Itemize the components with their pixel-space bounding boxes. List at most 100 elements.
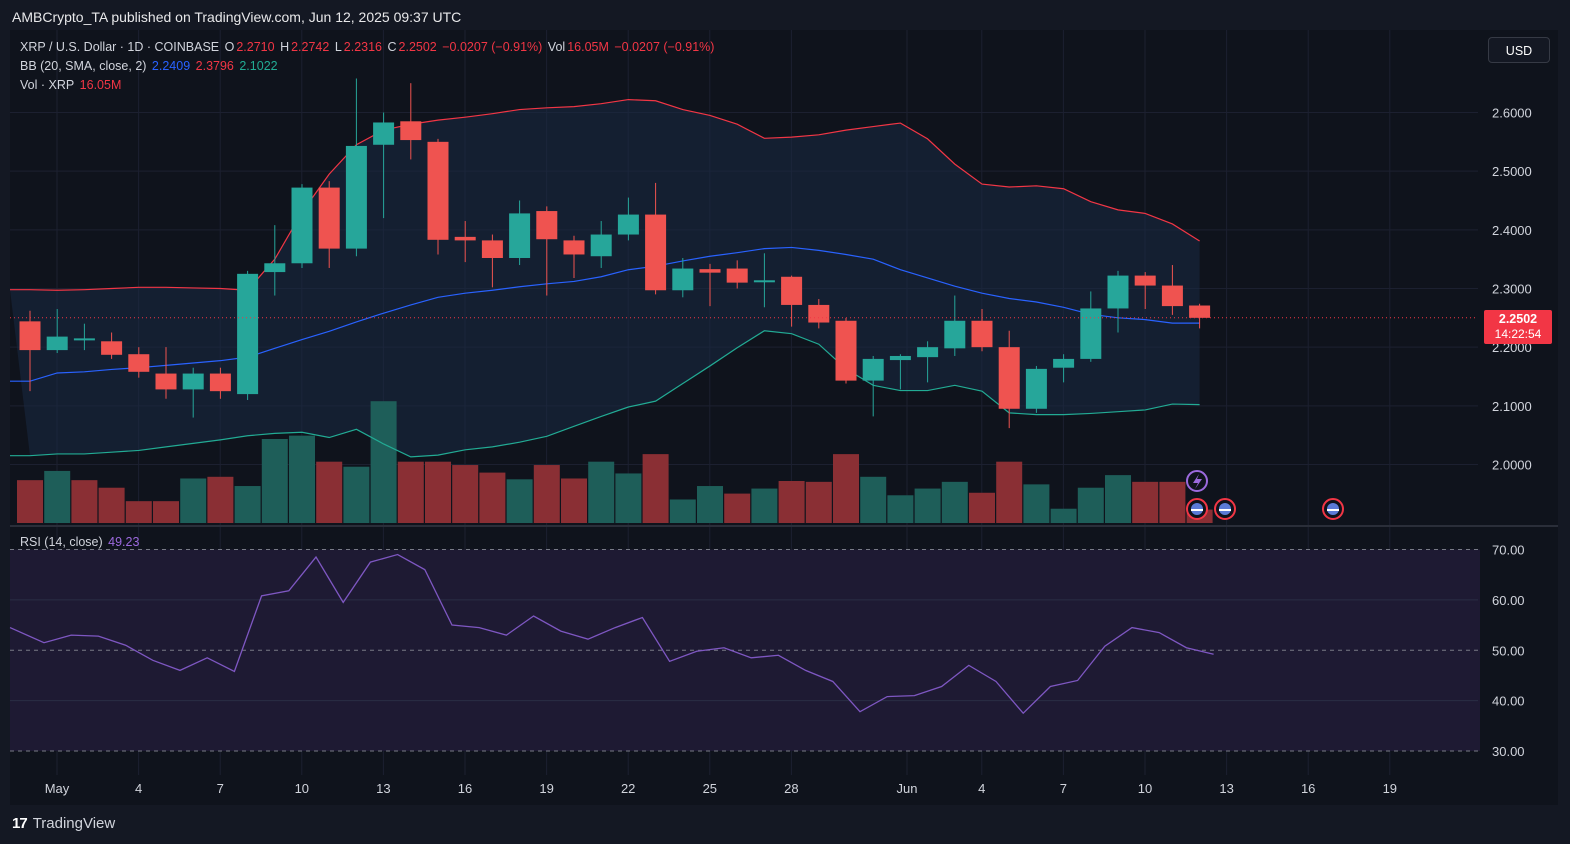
candle-body [1080,308,1102,359]
volume-bar [397,461,424,523]
volume-bar [180,478,207,523]
close-value: 2.2502 [398,40,437,54]
rsi-label[interactable]: RSI (14, close) [20,535,103,549]
lightning-event-icon [1193,474,1202,489]
publish-info: AMBCrypto_TA published on TradingView.co… [12,9,462,25]
candle-body [454,236,476,241]
high-value: 2.2742 [291,40,330,54]
volume-bar [669,499,696,523]
bb-upper-line [10,98,1200,291]
currency-button[interactable]: USD [1488,37,1550,63]
volume-bar [778,481,805,523]
candle-body [318,187,340,249]
bb-label[interactable]: BB (20, SMA, close, 2) [20,59,147,73]
bb-basis-value: 2.2409 [151,59,191,73]
volume-bar [1050,508,1077,523]
vol-label: Vol [547,40,566,54]
candle-body [182,373,204,390]
candle-body [46,336,68,351]
candle-body [291,187,313,264]
candle-body [645,214,667,291]
price-tick-label: 2.1000 [1492,399,1532,414]
volume-bar [370,401,397,523]
candle-body [590,234,612,257]
last-price: 2.2502 [1498,312,1538,326]
volume-bar [234,486,261,523]
candle-body [1134,275,1156,286]
candle-body [563,240,585,255]
volume-bar [479,472,506,523]
price-tick-label: 2.6000 [1492,106,1532,121]
bb-lower-value: 2.1022 [239,59,278,73]
candle-body [19,321,41,351]
candle-body [427,141,449,240]
main-legend: XRP / U.S. Dollar · 1D · COINBASE O 2.271… [20,40,716,54]
candle-body [373,122,395,145]
volume-bar [833,454,859,523]
brand-name: TradingView [32,815,116,832]
volume-bar [941,481,968,523]
time-tick-label: 13 [1219,781,1233,796]
candle-body [835,320,857,381]
high-label: H [280,40,290,54]
candle-body [699,269,721,273]
volume-bar [98,487,125,523]
volume-bar [751,488,778,523]
candle-body [998,347,1020,409]
symbol-label[interactable]: XRP / U.S. Dollar · 1D · COINBASE [20,40,220,54]
volume-label[interactable]: Vol · XRP [20,78,75,92]
candle-body [781,276,803,305]
candle-body [73,338,95,341]
time-tick-label: 10 [1138,781,1152,796]
volume-bar [615,473,642,523]
time-tick-label: 22 [621,781,635,796]
tradingview-logo-icon: 17 [12,815,28,832]
close-label: C [387,40,397,54]
candle-body [672,268,694,291]
volume-bar [724,493,751,523]
volume-bar [887,495,914,523]
price-tick-label: 2.3000 [1492,282,1532,297]
candle-body [128,354,150,372]
volume-bar [697,486,723,523]
rsi-tick-label: 60.00 [1492,593,1525,608]
volume-bar [860,476,887,523]
time-tick-label: 25 [703,781,717,796]
candle-body [917,347,939,358]
volume-value: 16.05M [79,78,122,92]
rsi-line [9,553,1214,715]
last-price-tag: 2.2502 14:22:54 [1484,310,1552,344]
candle-body [971,320,993,348]
tradingview-brand[interactable]: 17 TradingView [12,815,115,832]
candle-body [862,358,884,381]
time-tick-label: Jun [897,781,918,796]
time-tick-label: May [45,781,70,796]
time-tick-label: 13 [376,781,390,796]
low-value: 2.2316 [343,40,382,54]
rsi-axis: 70.00 60.00 50.00 40.00 30.00 [1492,543,1525,760]
candle-body [944,320,966,349]
volume-bar [1159,481,1186,523]
time-axis: May 4 7 10 13 16 19 22 25 28 Jun 4 7 10 13 16 19 [45,781,1397,796]
bb-basis-line [10,246,1200,382]
change-value: −0.0207 (−0.91%) [442,40,543,54]
volume-bar [1023,484,1050,523]
volume-bar [153,501,179,523]
time-tick-label: 19 [539,781,553,796]
low-label: L [334,40,342,54]
volume-bar [996,461,1023,523]
candle-body [1053,358,1075,368]
candle-body [808,304,830,323]
candle-body [1161,285,1183,307]
rsi-tick-label: 30.00 [1492,744,1525,759]
candle-body [1107,275,1129,309]
time-tick-label: 7 [217,781,224,796]
volume-bar [207,476,234,523]
candle-body [209,373,231,392]
volume-bar [1077,487,1104,523]
candle-body [753,280,775,283]
rsi-legend: RSI (14, close) 49.23 [20,535,141,549]
time-tick-label: 10 [295,781,309,796]
volume-bar [17,480,43,523]
